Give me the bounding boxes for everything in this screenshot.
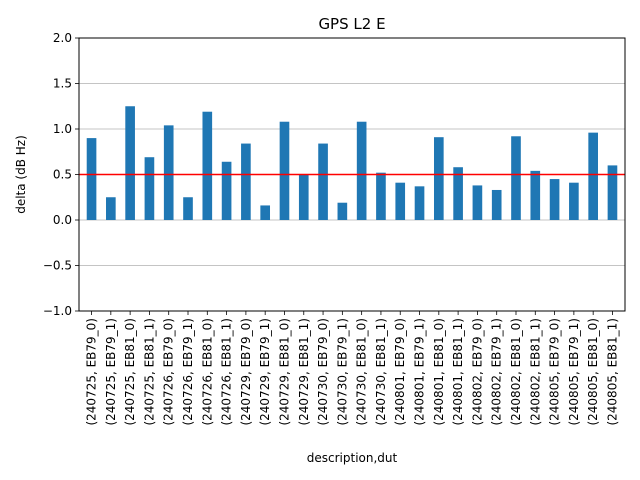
bar: [511, 136, 521, 220]
y-tick-label: 0.0: [53, 213, 72, 227]
x-axis: (240725, EB79_0) (240725, EB79_1) (240725,…: [85, 311, 619, 426]
bar: [86, 138, 97, 220]
x-tick-label: (240801, EB81_1): [451, 318, 465, 426]
x-tick-label: (240730, EB81_1): [374, 318, 388, 426]
x-tick-label: (240729, EB79_1): [258, 318, 272, 426]
x-tick-label: (240725, EB81_1): [142, 318, 156, 426]
bar: [414, 186, 425, 220]
bar: [202, 111, 213, 220]
bar: [298, 174, 309, 220]
x-tick-label: (240729, EB79_0): [239, 318, 253, 426]
x-axis-label: description,dut: [307, 451, 398, 465]
y-tick-label: 1.0: [53, 122, 72, 136]
x-tick-label: (240801, EB79_0): [393, 318, 407, 426]
x-tick-label: (240725, EB81_0): [123, 318, 137, 426]
x-tick-label: (240730, EB81_0): [355, 318, 369, 426]
bar: [144, 157, 155, 220]
x-tick-label: (240802, EB81_0): [509, 318, 523, 426]
x-tick-label: (240730, EB79_1): [335, 318, 349, 426]
x-tick-label: (240805, EB79_1): [567, 318, 581, 426]
bar: [395, 182, 406, 220]
x-tick-label: (240726, EB81_0): [200, 318, 214, 426]
bar: [472, 185, 483, 220]
bar: [530, 170, 541, 220]
x-tick-label: (240730, EB79_0): [316, 318, 330, 426]
x-tick-label: (240802, EB81_1): [528, 318, 542, 426]
y-axis: −1.0 −0.5 0.0 0.5 1.0 1.5 2.0: [43, 31, 79, 318]
x-tick-label: (240726, EB79_1): [181, 318, 195, 426]
y-tick-label: 2.0: [53, 31, 72, 45]
bar: [125, 106, 135, 220]
x-tick-label: (240725, EB79_0): [85, 318, 99, 426]
bar: [356, 121, 367, 220]
bar: [318, 143, 328, 220]
bars: [86, 106, 618, 220]
x-tick-label: (240802, EB79_1): [490, 318, 504, 426]
x-tick-label: (240802, EB79_0): [470, 318, 484, 426]
y-tick-label: −1.0: [43, 304, 72, 318]
bar: [279, 121, 290, 220]
chart-title: GPS L2 E: [318, 15, 385, 33]
y-tick-label: 0.5: [53, 168, 72, 182]
x-tick-label: (240725, EB79_1): [104, 318, 118, 426]
x-tick-label: (240729, EB81_0): [277, 318, 291, 426]
x-tick-label: (240726, EB81_1): [220, 318, 234, 426]
x-tick-label: (240729, EB81_1): [297, 318, 311, 426]
y-axis-label: delta (dB Hz): [14, 135, 28, 214]
bar: [569, 182, 579, 220]
y-tick-label: −0.5: [43, 259, 72, 273]
bar: [183, 197, 193, 220]
x-tick-label: (240801, EB79_1): [413, 318, 427, 426]
x-tick-label: (240805, EB81_0): [586, 318, 600, 426]
bar: [433, 137, 444, 220]
x-tick-label: (240805, EB81_1): [605, 318, 619, 426]
bar: [376, 172, 386, 220]
bar: [549, 179, 560, 220]
bar: [491, 189, 502, 220]
bar: [260, 205, 271, 220]
bar: [163, 125, 174, 220]
bar: [337, 202, 348, 220]
x-tick-label: (240805, EB79_0): [548, 318, 562, 426]
x-tick-label: (240726, EB79_0): [162, 318, 176, 426]
bar: [453, 167, 463, 220]
bar: [221, 161, 232, 220]
bar: [588, 132, 598, 220]
bar: [106, 197, 116, 220]
x-tick-label: (240801, EB81_0): [432, 318, 446, 426]
y-tick-label: 1.5: [53, 77, 72, 91]
bar: [607, 165, 618, 220]
bar: [241, 143, 251, 220]
